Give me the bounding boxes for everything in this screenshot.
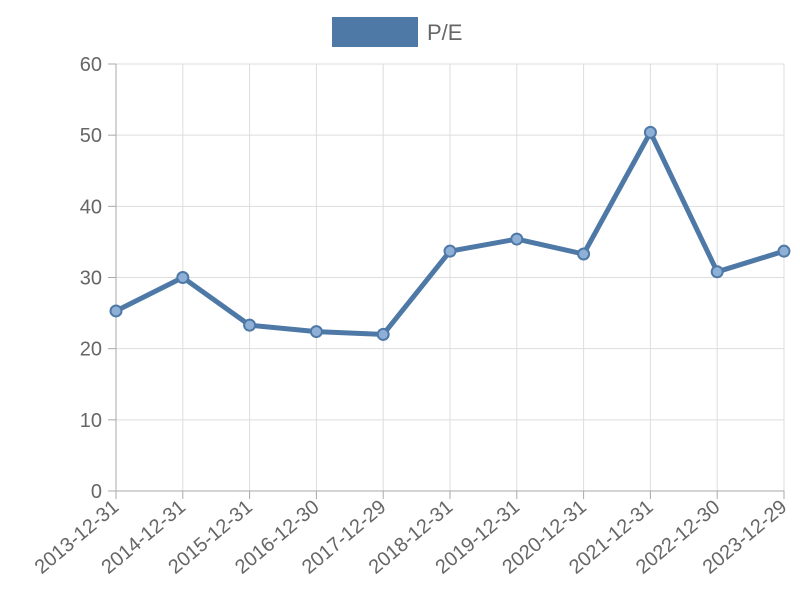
data-point[interactable] [376,327,390,341]
y-tick-label: 40 [80,196,102,218]
grid [115,63,785,492]
data-point[interactable] [243,318,257,332]
y-tick-label: 60 [80,54,102,76]
data-point[interactable] [309,325,323,339]
y-tick-label: 20 [80,339,102,361]
legend-label-pe: P/E [427,20,462,45]
y-tick-label: 30 [80,268,102,290]
legend: P/E [332,17,462,47]
data-point[interactable] [710,265,724,279]
data-point[interactable] [643,125,657,139]
y-tick-label: 10 [80,410,102,432]
data-point[interactable] [777,244,791,258]
data-point[interactable] [109,304,123,318]
y-tick-label: 0 [91,481,102,503]
data-point[interactable] [176,271,190,284]
legend-swatch [332,17,418,47]
axes: 01020304050602013-12-312014-12-312015-12… [31,54,792,579]
y-tick-label: 50 [80,125,102,147]
series-layer [109,125,791,341]
data-point[interactable] [443,244,457,258]
data-point[interactable] [510,232,524,246]
data-point[interactable] [577,247,591,261]
